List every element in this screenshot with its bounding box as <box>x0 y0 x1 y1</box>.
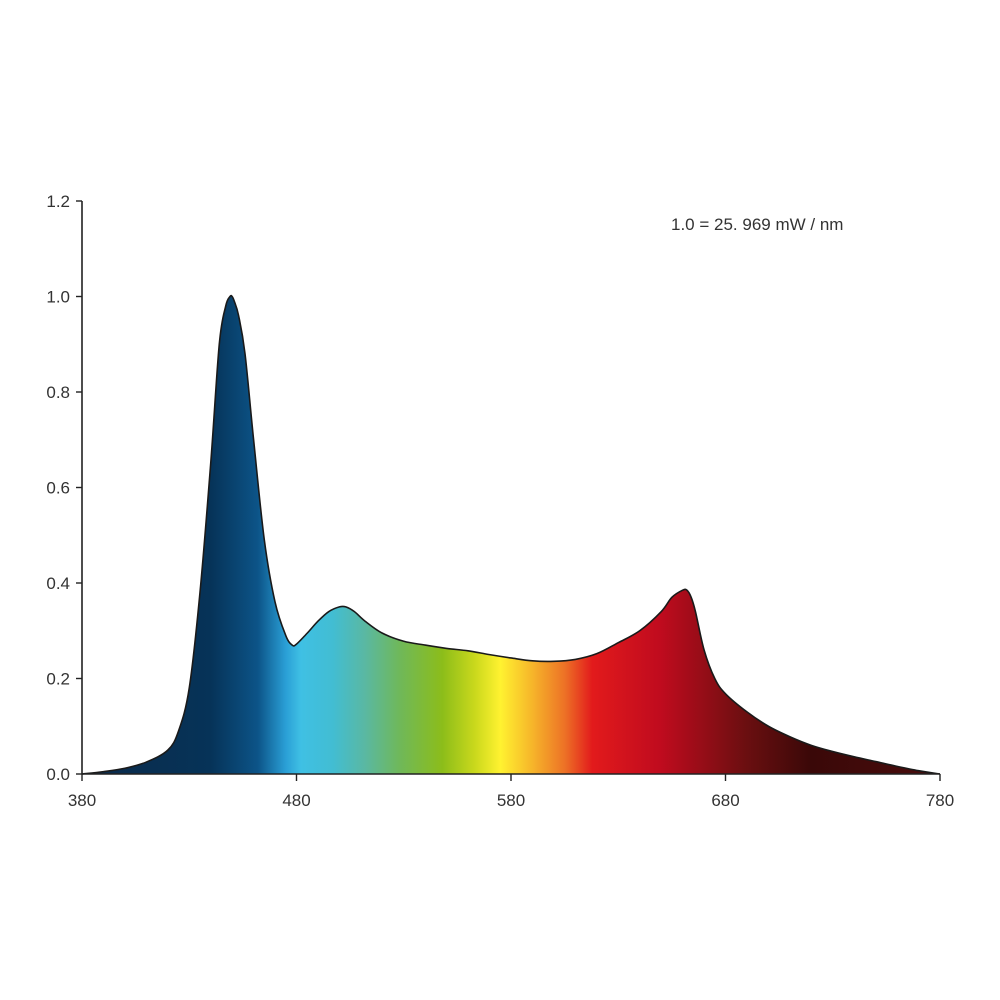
spectrum-area-fill <box>82 295 940 774</box>
x-tick-label: 580 <box>497 791 525 810</box>
y-tick-label: 0.6 <box>46 479 70 498</box>
y-tick-label: 1.0 <box>46 288 70 307</box>
x-tick-label: 780 <box>926 791 954 810</box>
y-tick-label: 0.4 <box>46 574 70 593</box>
y-tick-label: 0.8 <box>46 383 70 402</box>
spectrum-outline <box>81 294 941 775</box>
x-tick-label: 380 <box>68 791 96 810</box>
y-tick-label: 1.2 <box>46 192 70 211</box>
x-tick-label: 480 <box>282 791 310 810</box>
y-tick-label: 0.2 <box>46 670 70 689</box>
y-axis-ticks: 0.0 0.2 0.4 0.6 0.8 1.0 1.2 <box>46 192 82 784</box>
x-axis-ticks: 380 480 580 680 780 <box>68 774 954 810</box>
x-tick-label: 680 <box>711 791 739 810</box>
y-tick-label: 0.0 <box>46 765 70 784</box>
power-scale-annotation: 1.0 = 25. 969 mW / nm <box>671 215 843 234</box>
spectrum-area-layer <box>81 294 941 775</box>
